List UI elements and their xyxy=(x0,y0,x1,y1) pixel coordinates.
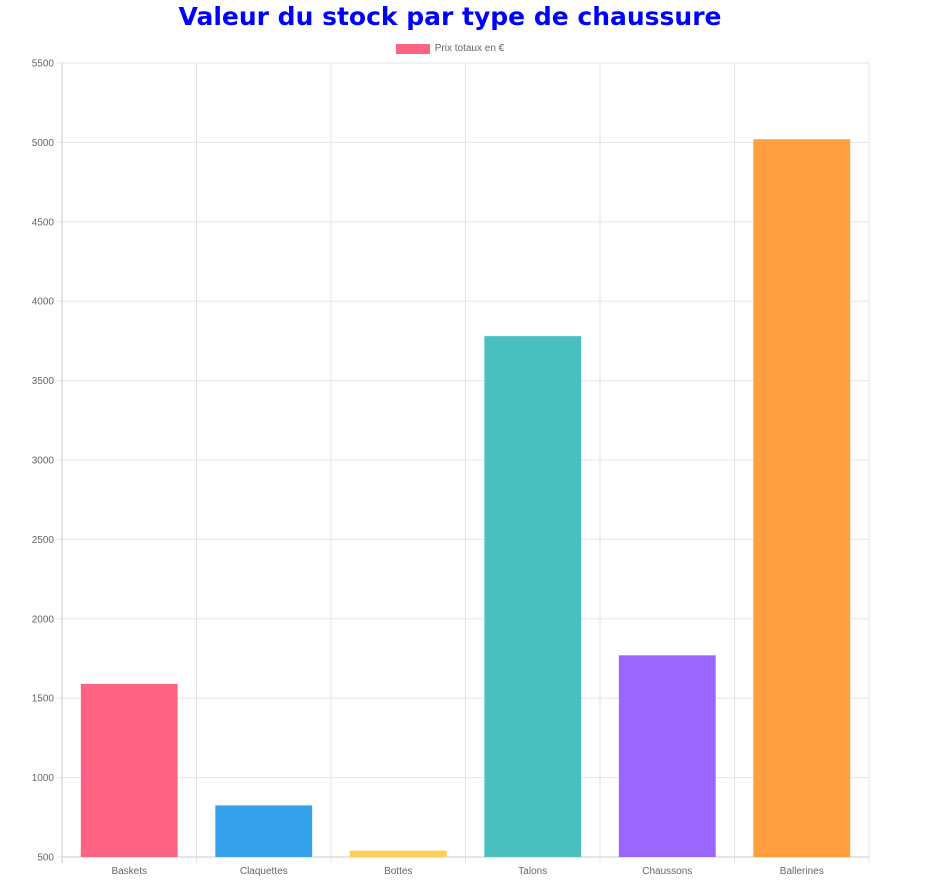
bar-talons[interactable] xyxy=(484,336,582,857)
chart-legend[interactable]: Prix totaux en € xyxy=(0,43,900,54)
y-tick-label: 4500 xyxy=(32,217,55,228)
x-tick-label: Bottes xyxy=(384,866,412,877)
bar-baskets[interactable] xyxy=(80,683,178,857)
labels-layer: 500 1000 1500 2000 2500 3000 3500 4000 4500 5000 5… xyxy=(32,59,824,878)
bar-bottes[interactable] xyxy=(349,850,447,857)
chart-title: Valeur du stock par type de chaussure xyxy=(178,2,722,31)
y-tick-label: 5000 xyxy=(32,138,55,149)
y-tick-label: 500 xyxy=(37,853,54,864)
bar-claquettes[interactable] xyxy=(215,805,313,857)
x-tick-label: Ballerines xyxy=(780,866,824,877)
x-tick-label: Chaussons xyxy=(642,866,692,877)
y-tick-label: 2500 xyxy=(32,535,55,546)
y-tick-label: 3000 xyxy=(32,456,55,467)
legend-label: Prix totaux en € xyxy=(434,43,505,54)
y-tick-label: 3500 xyxy=(32,376,55,387)
grid-layer xyxy=(56,62,870,863)
x-tick-label: Baskets xyxy=(111,866,147,877)
bars-layer xyxy=(80,139,851,857)
bar-chaussons[interactable] xyxy=(618,655,716,857)
y-tick-label: 2000 xyxy=(32,614,55,625)
bar-ballerines[interactable] xyxy=(753,139,851,857)
y-tick-label: 1500 xyxy=(32,694,55,705)
y-tick-label: 5500 xyxy=(32,59,55,70)
x-tick-label: Claquettes xyxy=(240,866,288,877)
legend-swatch xyxy=(395,43,430,54)
y-tick-label: 1000 xyxy=(32,773,55,784)
x-tick-label: Talons xyxy=(518,866,547,877)
y-tick-label: 4000 xyxy=(32,297,55,308)
